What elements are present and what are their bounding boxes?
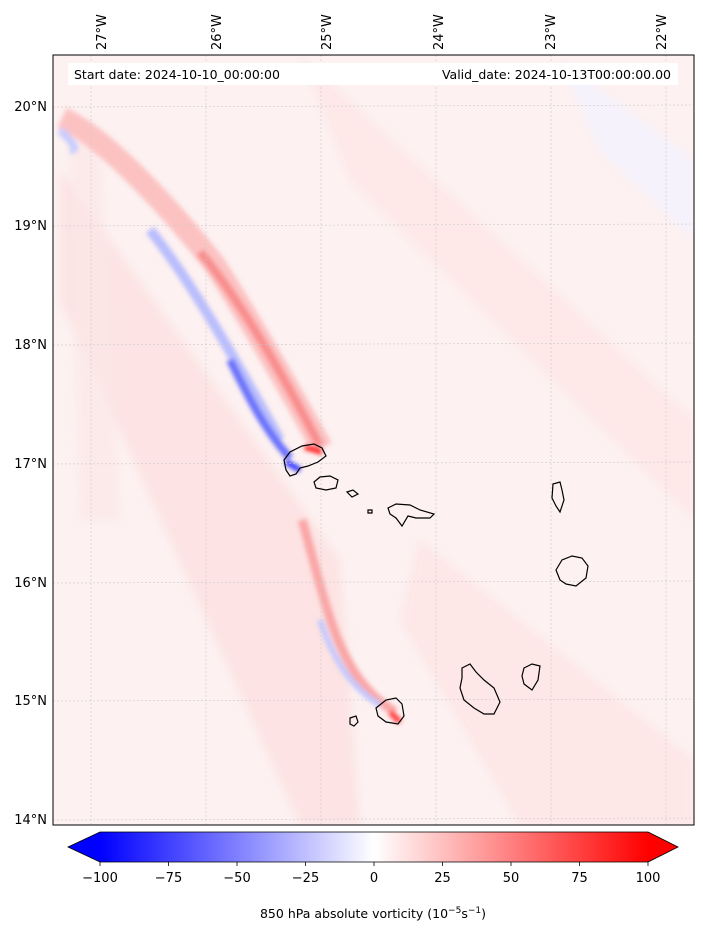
island-santiago <box>459 663 501 715</box>
colorbar-gradient <box>100 832 648 862</box>
valid-date-label: Valid_date: 2024-10-13T00:00:00.00 <box>442 67 671 82</box>
map-panel: Start date: 2024-10-10_00:00:00 Valid_da… <box>53 55 694 825</box>
start-date-label: Start date: 2024-10-10_00:00:00 <box>74 67 280 82</box>
map-frame <box>52 54 695 826</box>
vorticity-streak-negative <box>146 226 285 443</box>
island-boa-vista <box>555 555 589 587</box>
vorticity-streak-negative-core <box>226 358 293 461</box>
coastlines <box>283 443 589 727</box>
island-sal <box>551 481 565 514</box>
colorbar-extend-low <box>68 832 100 862</box>
island-ilheu <box>367 509 373 514</box>
lat-label-14n: 14°N <box>14 813 47 828</box>
lon-label-25w: 25°W <box>320 14 335 50</box>
island-santa-luzia <box>345 489 360 498</box>
lat-label-18n: 18°N <box>14 338 47 353</box>
lat-label-15n: 15°N <box>14 694 47 709</box>
lat-label-20n: 20°N <box>14 100 47 115</box>
vorticity-streak-south-negative <box>317 619 382 708</box>
colorbar-tick-label: 0 <box>370 871 378 886</box>
colorbar-tick-label: −50 <box>223 871 250 886</box>
colorbar: −100 −75 −50 −25 0 25 50 75 100 850 hPa absolute… <box>67 831 679 921</box>
island-sao-nicolau <box>387 503 436 528</box>
vorticity-field <box>60 55 694 825</box>
colorbar-tick-label: 75 <box>571 871 588 886</box>
lon-label-23w: 23°W <box>544 14 559 50</box>
colorbar-extend-high <box>648 832 678 862</box>
island-fogo <box>375 697 405 725</box>
island-santo-antao <box>283 443 327 477</box>
colorbar-ticks: −100 −75 −50 −25 0 25 50 75 100 <box>82 862 660 886</box>
lon-label-26w: 26°W <box>210 14 225 50</box>
lat-label-19n: 19°N <box>14 219 47 234</box>
lat-label-17n: 17°N <box>14 457 47 472</box>
lon-label-24w: 24°W <box>432 14 447 50</box>
colorbar-tick-label: 25 <box>434 871 451 886</box>
header-strip <box>68 63 678 85</box>
island-sao-vicente <box>313 475 339 491</box>
colorbar-tick-label: −100 <box>82 871 118 886</box>
colorbar-title: 850 hPa absolute vorticity (10−5s−1) <box>260 906 486 921</box>
island-maio <box>521 663 541 691</box>
lon-label-22w: 22°W <box>655 14 670 50</box>
colorbar-tick-label: 50 <box>503 871 520 886</box>
vorticity-streak-positive-core <box>196 249 324 449</box>
longitude-labels: 27°W 26°W 25°W 24°W 23°W 22°W <box>95 14 670 50</box>
latitude-labels: 20°N 19°N 18°N 17°N 16°N 15°N 14°N <box>14 100 47 828</box>
gridlines <box>53 55 694 825</box>
lon-label-27w: 27°W <box>95 14 110 50</box>
colorbar-tick-label: 100 <box>636 871 661 886</box>
island-brava <box>349 715 359 727</box>
colorbar-tick-label: −75 <box>155 871 182 886</box>
colorbar-tick-label: −25 <box>292 871 319 886</box>
lat-label-16n: 16°N <box>14 576 47 591</box>
